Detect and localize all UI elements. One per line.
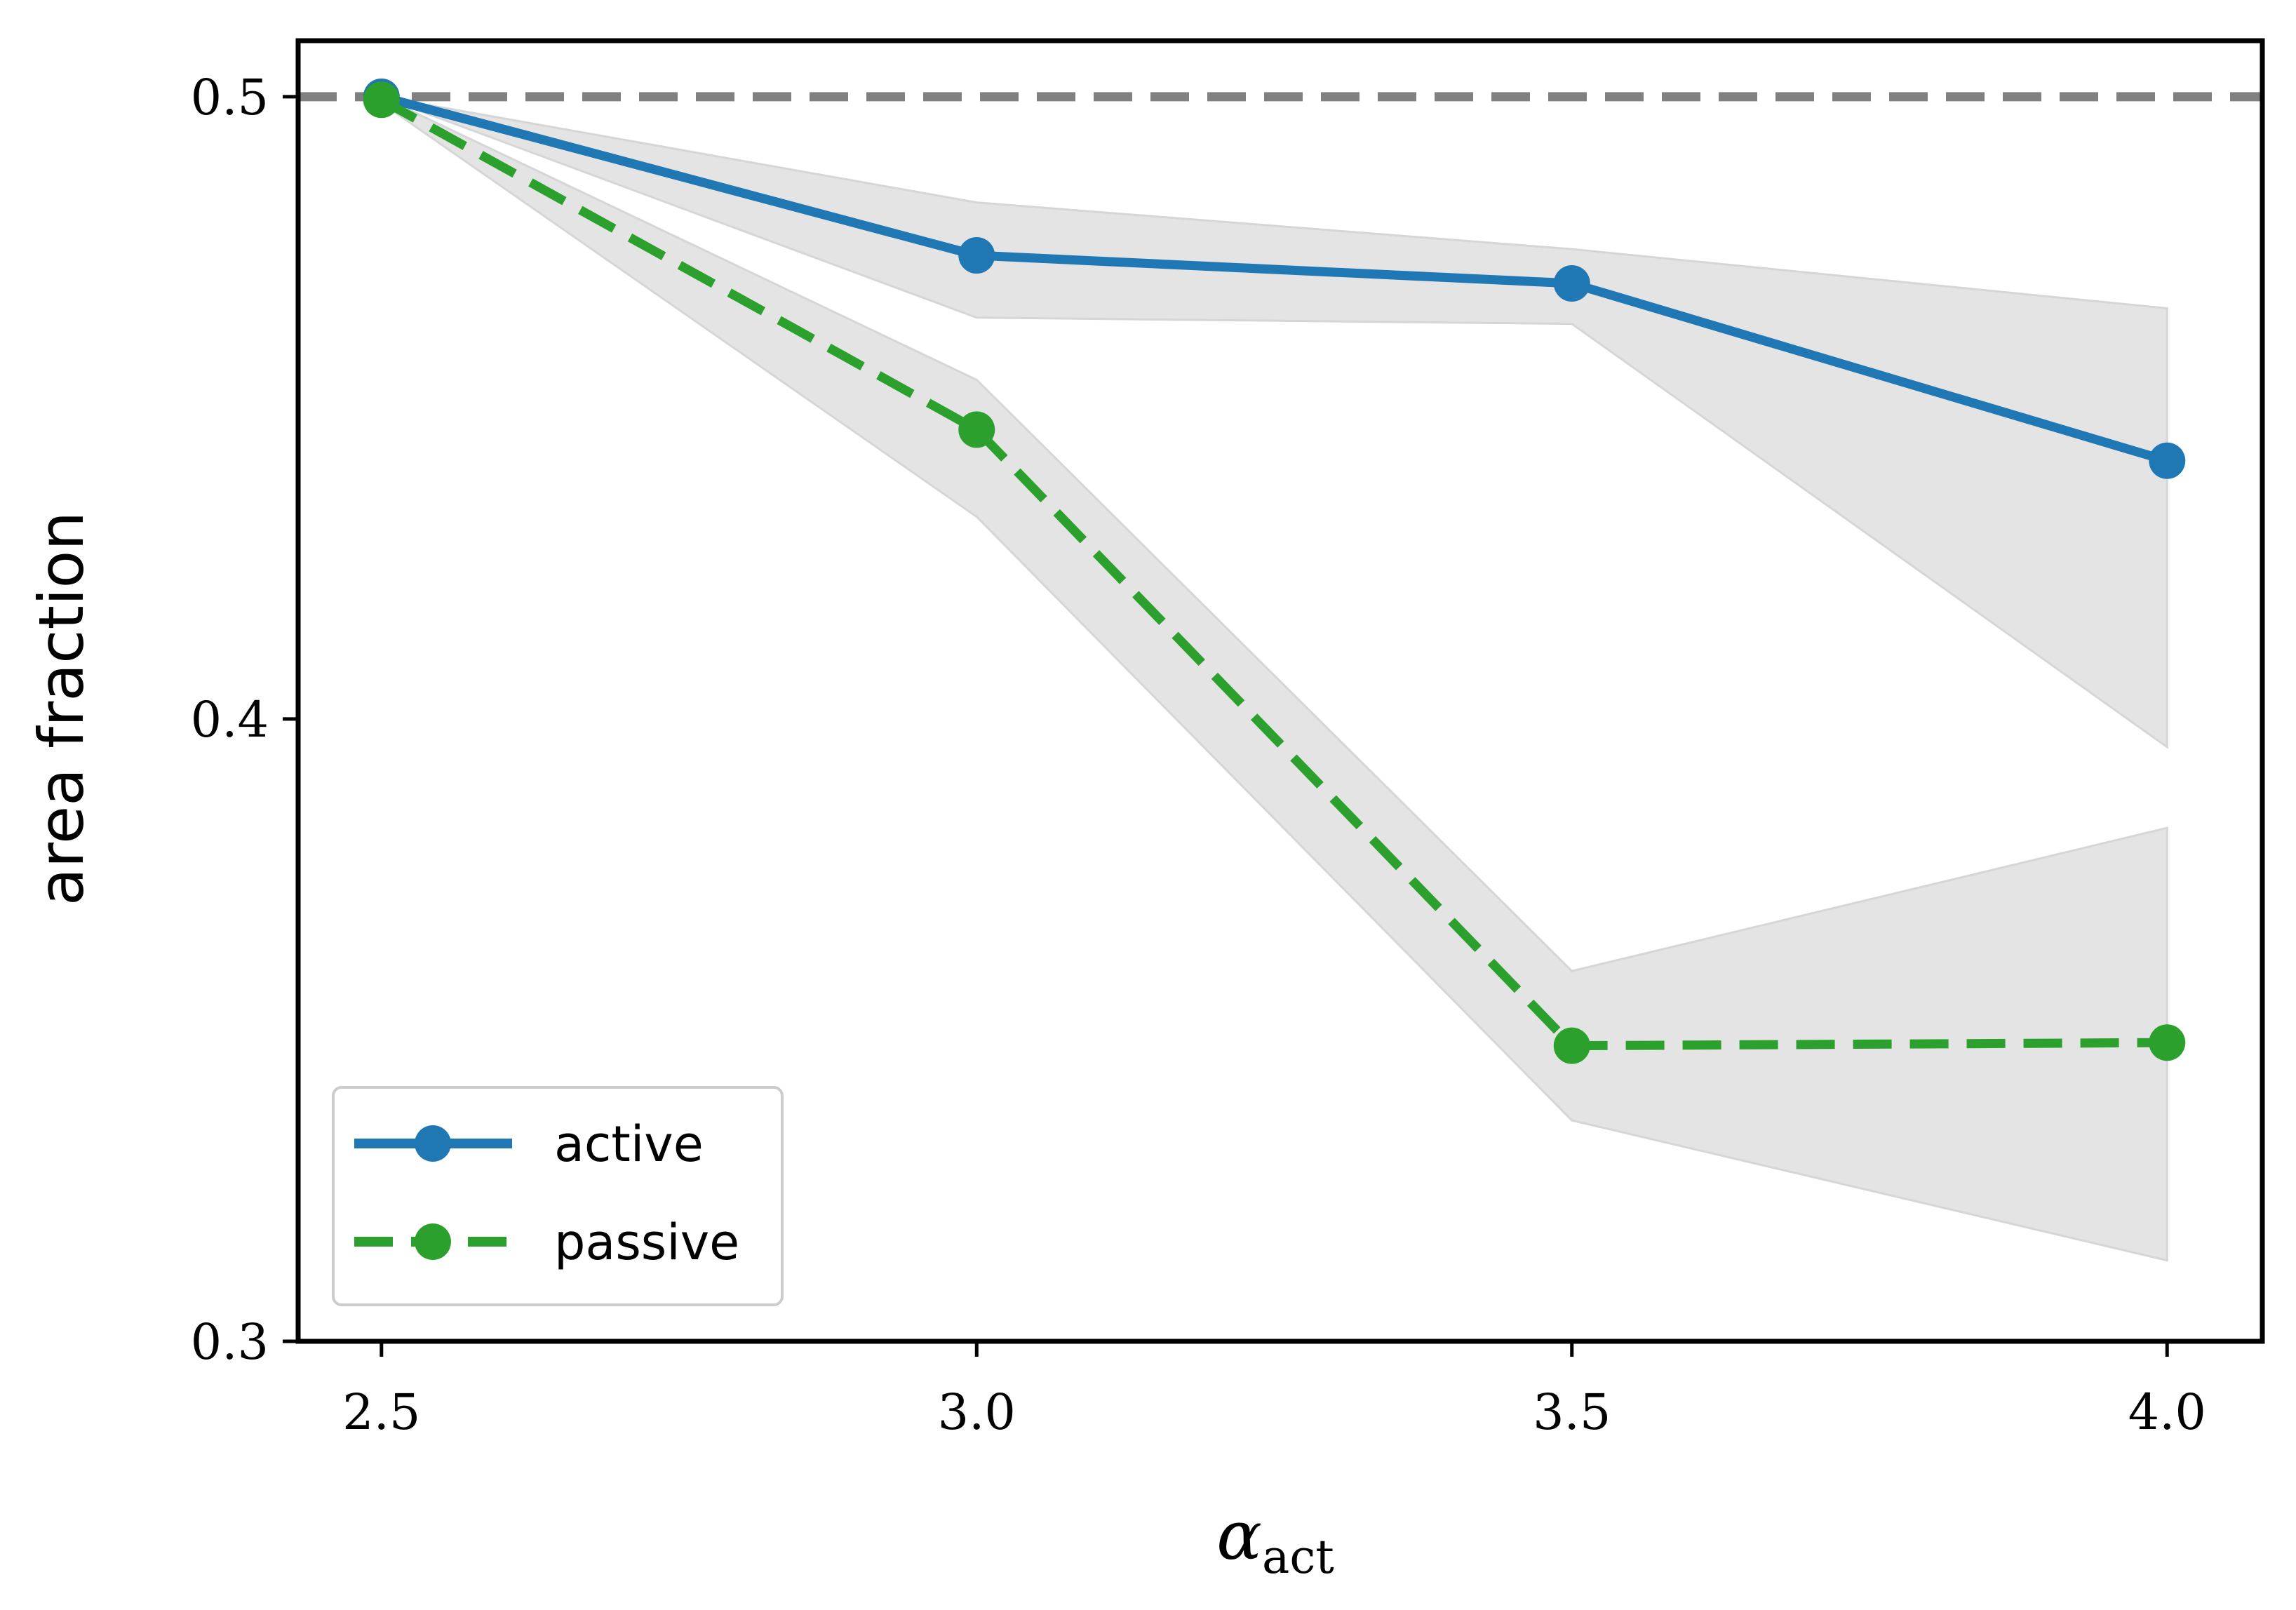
series-markers (363, 78, 2186, 1064)
legend-active-label: active (554, 1115, 704, 1173)
legend-passive-label: passive (554, 1214, 739, 1271)
passive-point (363, 81, 400, 119)
passive-band (380, 95, 2168, 1262)
y-tick-label: 0.4 (191, 691, 269, 749)
y-tick-label: 0.5 (191, 69, 269, 126)
legend: active passive (332, 1086, 784, 1306)
active-band (381, 95, 2168, 749)
x-tick-label: 3.0 (938, 1383, 1016, 1441)
x-axis-label-symbol: α (1216, 1496, 1262, 1575)
legend-passive-marker (415, 1223, 451, 1260)
passive-line (379, 95, 2168, 1051)
active-point (958, 237, 995, 274)
passive-point (958, 411, 995, 448)
active-line (380, 92, 2169, 466)
x-axis-label-subscript: act (1262, 1530, 1334, 1584)
series-lines (379, 92, 2169, 1051)
passive-point (1553, 1027, 1590, 1064)
passive-point (2149, 1024, 2186, 1061)
y-ticks: 0.3 0.4 0.5 (191, 69, 298, 1371)
active-point (1553, 264, 1590, 302)
x-axis-label: αact (1216, 1496, 1334, 1584)
y-axis-label: area fraction (25, 511, 98, 906)
legend-active-marker (415, 1125, 451, 1162)
y-tick-label: 0.3 (191, 1313, 269, 1371)
active-point (2149, 442, 2186, 479)
axes-frame (295, 38, 2265, 1344)
x-tick-label: 2.5 (342, 1383, 420, 1441)
x-tick-label: 3.5 (1533, 1383, 1611, 1441)
confidence-bands (380, 95, 2168, 1262)
x-tick-label: 4.0 (2128, 1383, 2206, 1441)
x-ticks: 2.5 3.0 3.5 4.0 (342, 1341, 2206, 1441)
